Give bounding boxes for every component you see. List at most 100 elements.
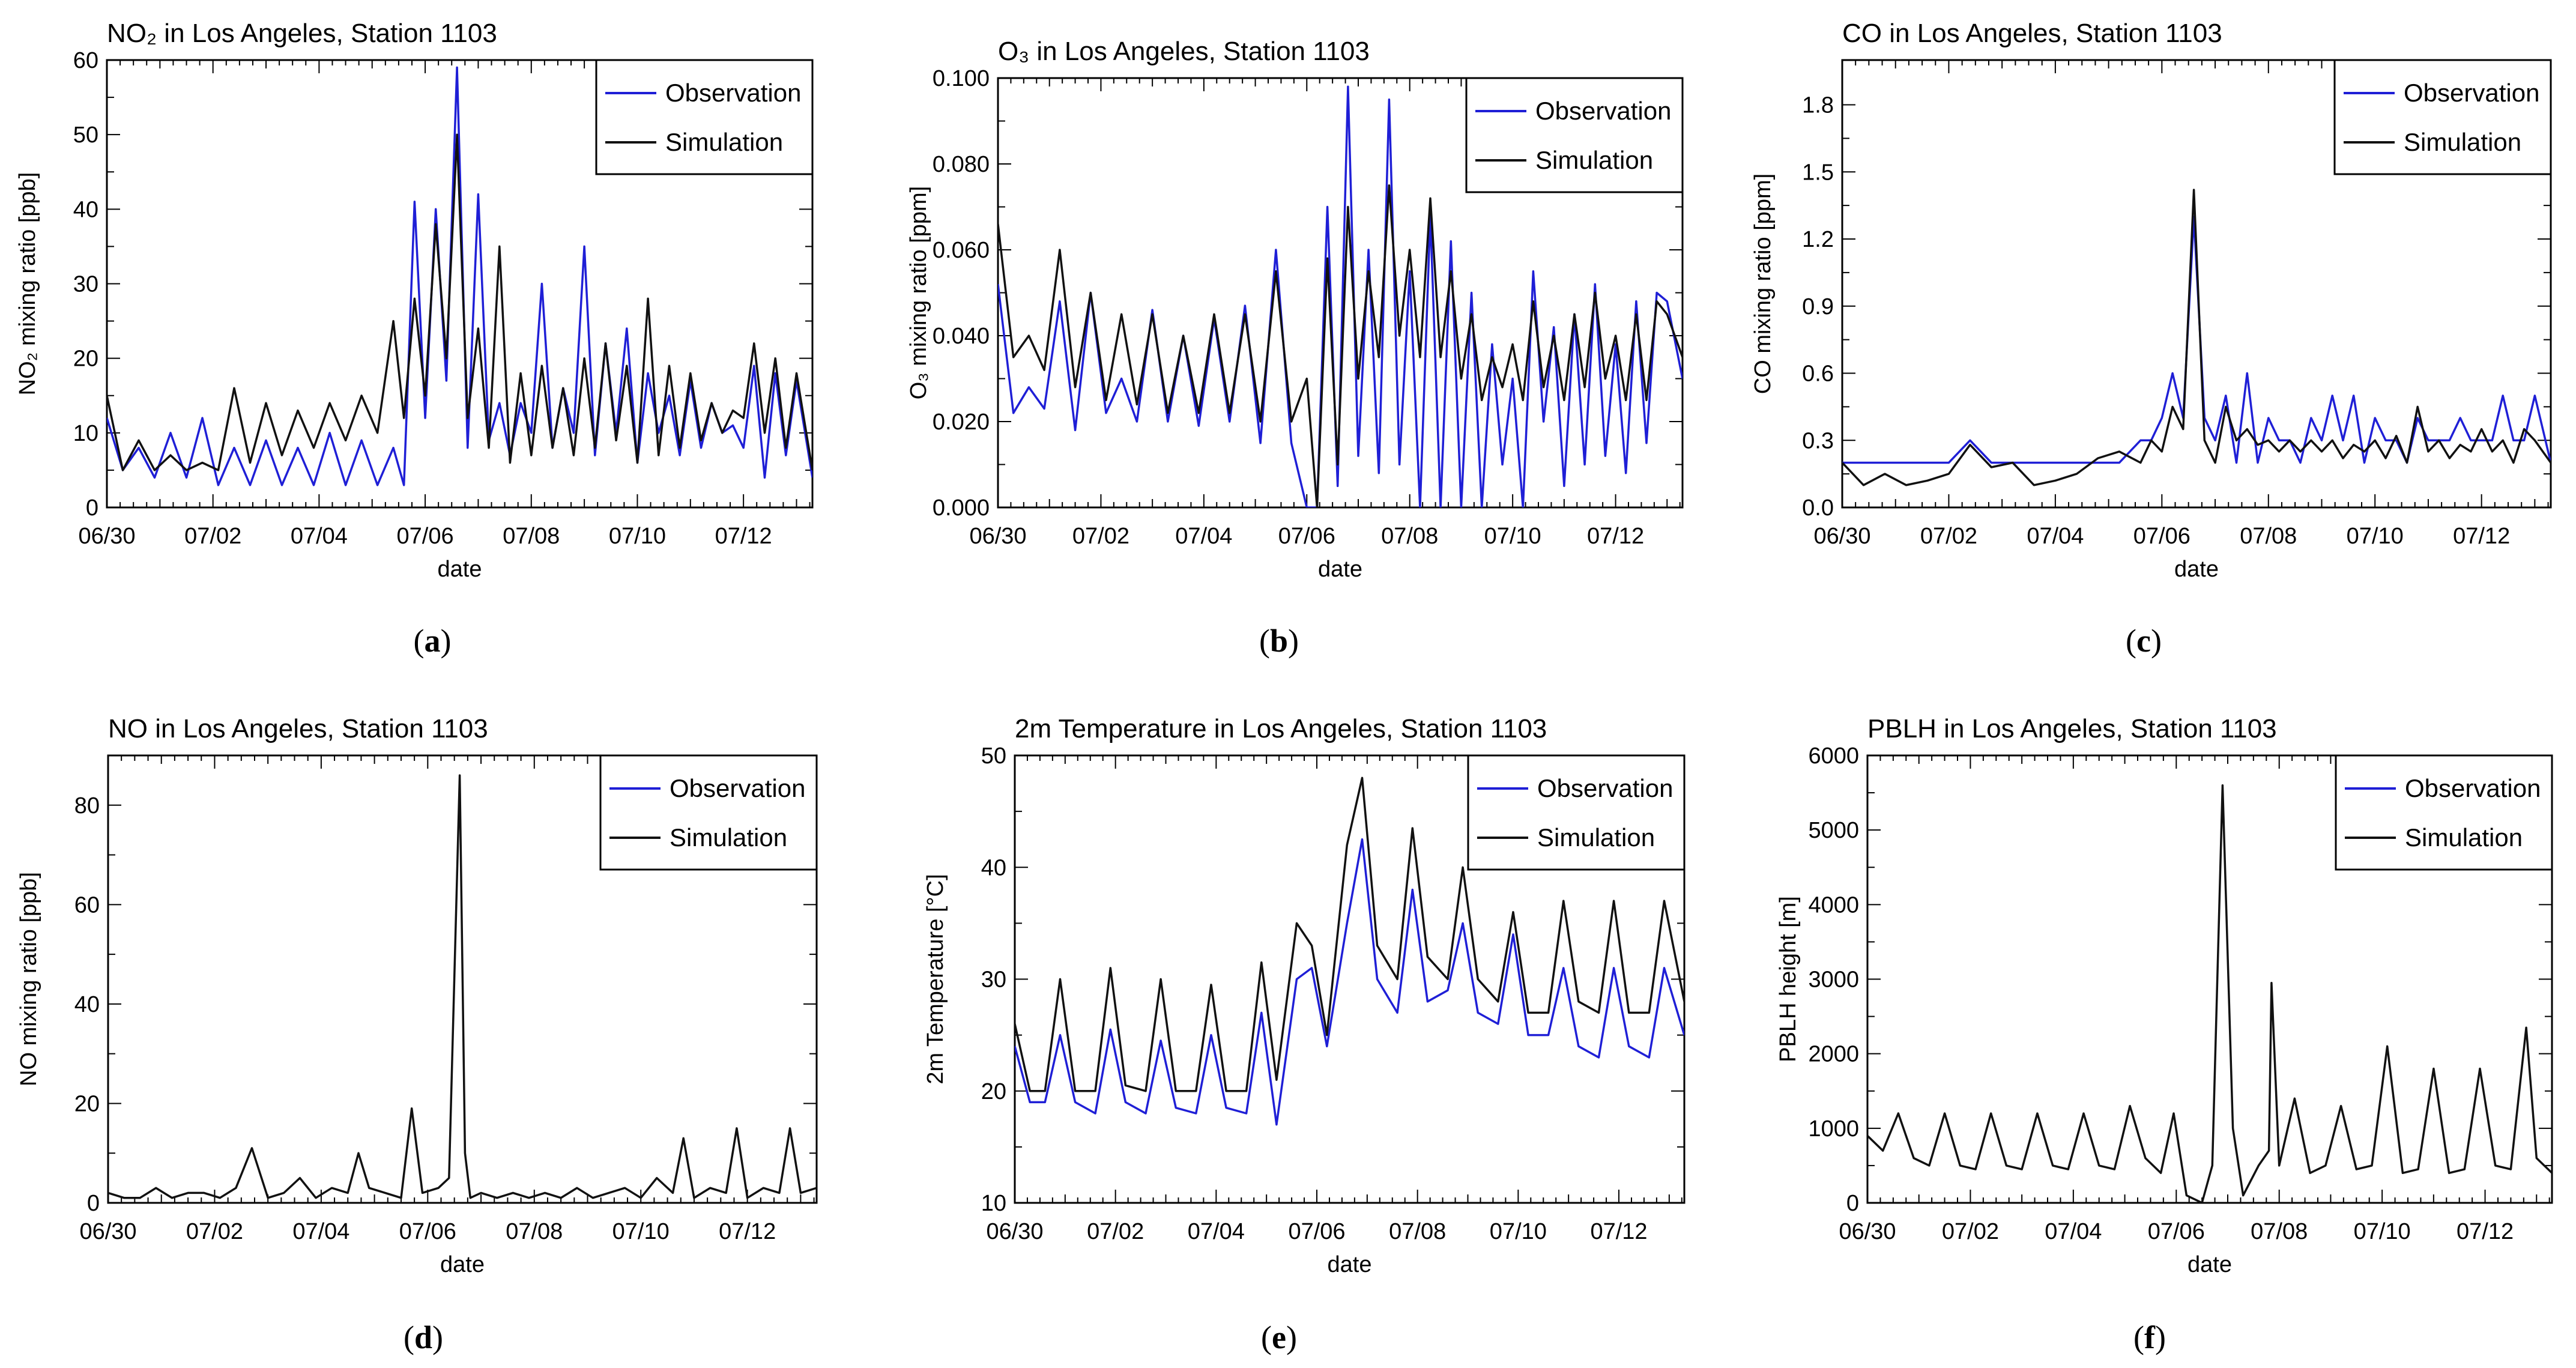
y-tick-label: 0.020 [933,410,990,435]
y-tick-label: 0.6 [1802,362,1834,387]
legend-label-observation: Observation [2405,774,2541,802]
legend-label-simulation: Simulation [2404,128,2521,156]
x-tick-label: 06/30 [78,524,135,549]
x-tick-label: 07/10 [2347,524,2404,549]
chart-panel-b: O₃ in Los Angeles, Station 1103 06/30 07/0… [906,37,1684,659]
y-axis-label: NO mixing ratio [ppb] [16,872,41,1086]
y-tick-label: 10 [73,421,98,446]
y-tick-label: 0.3 [1802,428,1834,453]
y-tick-label: 40 [73,197,98,222]
chart-title: PBLH in Los Angeles, Station 1103 [1867,714,2277,743]
x-axis-label: date [2174,557,2219,582]
x-tick-label: 07/08 [2251,1219,2308,1244]
chart-title: 2m Temperature in Los Angeles, Station 1… [1015,714,1547,743]
x-tick-label: 07/04 [291,524,348,549]
legend-label-observation: Observation [665,79,801,107]
legend-label-observation: Observation [670,774,805,802]
chart-panel-e: 2m Temperature in Los Angeles, Station 1… [923,714,1686,1355]
x-tick-label: 07/02 [1072,524,1129,549]
y-tick-label: 1000 [1808,1116,1859,1142]
y-tick-label: 0.100 [933,66,990,91]
y-axis-label: PBLH height [m] [1776,896,1801,1062]
y-axis-label: NO₂ mixing ratio [ppb] [15,172,40,396]
x-tick-label: 07/04 [1188,1219,1245,1244]
panel-caption: (c) [2126,623,2162,659]
x-tick-label: 06/30 [969,524,1026,549]
y-tick-label: 4000 [1808,892,1859,918]
legend-label-observation: Observation [1535,97,1671,125]
y-tick-label: 0.040 [933,324,990,349]
x-tick-label: 07/08 [503,524,560,549]
x-axis-label: date [1318,557,1362,582]
x-tick-label: 07/06 [2133,524,2191,549]
x-tick-label: 07/06 [2148,1219,2205,1244]
x-tick-label: 06/30 [79,1219,136,1244]
y-tick-label: 20 [981,1079,1006,1104]
y-tick-label: 0 [87,1191,100,1216]
x-tick-label: 07/06 [397,524,454,549]
panel-caption: (a) [414,623,452,659]
y-tick-label: 50 [73,123,98,148]
legend-label-observation: Observation [1537,774,1673,802]
chart-title: NO in Los Angeles, Station 1103 [108,714,488,743]
series-line-simulation [107,133,812,471]
x-tick-label: 06/30 [986,1219,1043,1244]
y-tick-label: 80 [74,793,100,819]
legend-box [1465,77,1684,193]
x-tick-label: 07/10 [612,1219,670,1244]
chart-title: CO in Los Angeles, Station 1103 [1842,19,2222,48]
legend-label-simulation: Simulation [670,823,787,852]
chart-title: O₃ in Los Angeles, Station 1103 [998,37,1370,66]
x-tick-label: 07/02 [1942,1219,1999,1244]
y-tick-label: 0 [86,495,98,521]
y-tick-label: 3000 [1808,967,1859,993]
legend-box [595,59,814,175]
x-axis-label: date [2187,1252,2232,1277]
y-tick-label: 20 [73,347,98,372]
x-tick-label: 07/12 [2457,1219,2514,1244]
y-tick-label: 40 [981,855,1006,880]
x-tick-label: 07/08 [2240,524,2297,549]
x-tick-label: 07/08 [1381,524,1438,549]
series-line-observation [1015,838,1684,1126]
series-line-simulation [1867,784,2552,1203]
x-tick-label: 07/12 [715,524,772,549]
y-tick-label: 60 [74,892,100,918]
x-tick-label: 07/10 [609,524,666,549]
y-tick-label: 0.060 [933,238,990,263]
legend-label-simulation: Simulation [1537,823,1655,852]
legend-box [2333,59,2552,175]
series-line-observation [1842,216,2551,464]
x-tick-label: 07/10 [1484,524,1541,549]
y-axis-label: 2m Temperature [°C] [923,874,948,1084]
panel-caption: (b) [1259,623,1299,659]
x-tick-label: 06/30 [1813,524,1870,549]
y-tick-label: 0.000 [933,495,990,521]
panel-caption: (f) [2133,1319,2166,1355]
x-tick-label: 07/08 [506,1219,563,1244]
x-axis-label: date [1328,1252,1372,1277]
legend-box [599,754,818,871]
x-tick-label: 07/12 [1587,524,1644,549]
x-tick-label: 07/04 [2045,1219,2102,1244]
y-tick-label: 30 [981,967,1006,993]
legend-label-simulation: Simulation [665,128,783,156]
chart-title: NO₂ in Los Angeles, Station 1103 [107,19,497,48]
x-tick-label: 06/30 [1839,1219,1896,1244]
y-tick-label: 20 [74,1091,100,1116]
plot-frame [1841,59,2552,509]
x-tick-label: 07/08 [1389,1219,1446,1244]
series-line-simulation [1842,189,2551,486]
series-line-observation [998,85,1683,507]
x-axis-label: date [438,557,482,582]
y-tick-label: 0.080 [933,152,990,177]
x-tick-label: 07/12 [719,1219,776,1244]
y-tick-label: 5000 [1808,818,1859,843]
y-tick-label: 10 [981,1191,1006,1216]
legend-label-observation: Observation [2404,79,2539,107]
plot-frame [107,754,818,1204]
y-tick-label: 0 [1846,1191,1859,1216]
x-tick-label: 07/04 [2027,524,2084,549]
x-tick-label: 07/06 [1278,524,1335,549]
